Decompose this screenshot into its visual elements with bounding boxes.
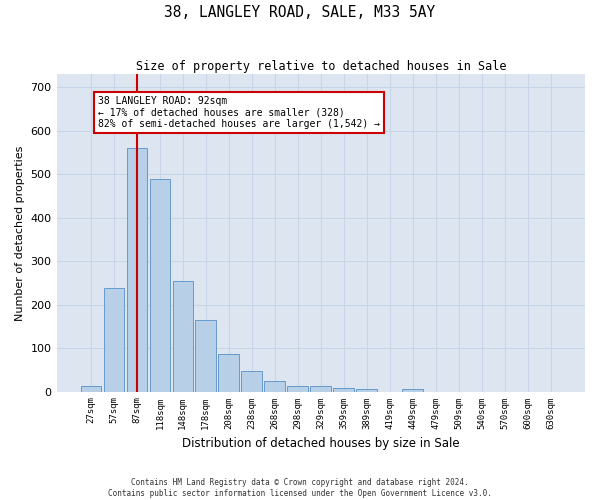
Bar xyxy=(241,370,262,392)
Bar xyxy=(287,386,308,392)
Title: Size of property relative to detached houses in Sale: Size of property relative to detached ho… xyxy=(136,60,506,73)
Bar xyxy=(310,386,331,392)
Bar xyxy=(403,388,423,392)
Text: 38, LANGLEY ROAD, SALE, M33 5AY: 38, LANGLEY ROAD, SALE, M33 5AY xyxy=(164,5,436,20)
Bar xyxy=(196,320,216,392)
Bar xyxy=(334,388,354,392)
Bar xyxy=(127,148,147,392)
Bar xyxy=(173,280,193,392)
Bar xyxy=(265,380,285,392)
Y-axis label: Number of detached properties: Number of detached properties xyxy=(15,145,25,320)
X-axis label: Distribution of detached houses by size in Sale: Distribution of detached houses by size … xyxy=(182,437,460,450)
Bar xyxy=(149,178,170,392)
Bar xyxy=(80,386,101,392)
Bar xyxy=(218,354,239,392)
Bar xyxy=(104,288,124,392)
Text: Contains HM Land Registry data © Crown copyright and database right 2024.
Contai: Contains HM Land Registry data © Crown c… xyxy=(108,478,492,498)
Bar xyxy=(356,389,377,392)
Text: 38 LANGLEY ROAD: 92sqm
← 17% of detached houses are smaller (328)
82% of semi-de: 38 LANGLEY ROAD: 92sqm ← 17% of detached… xyxy=(98,96,380,129)
